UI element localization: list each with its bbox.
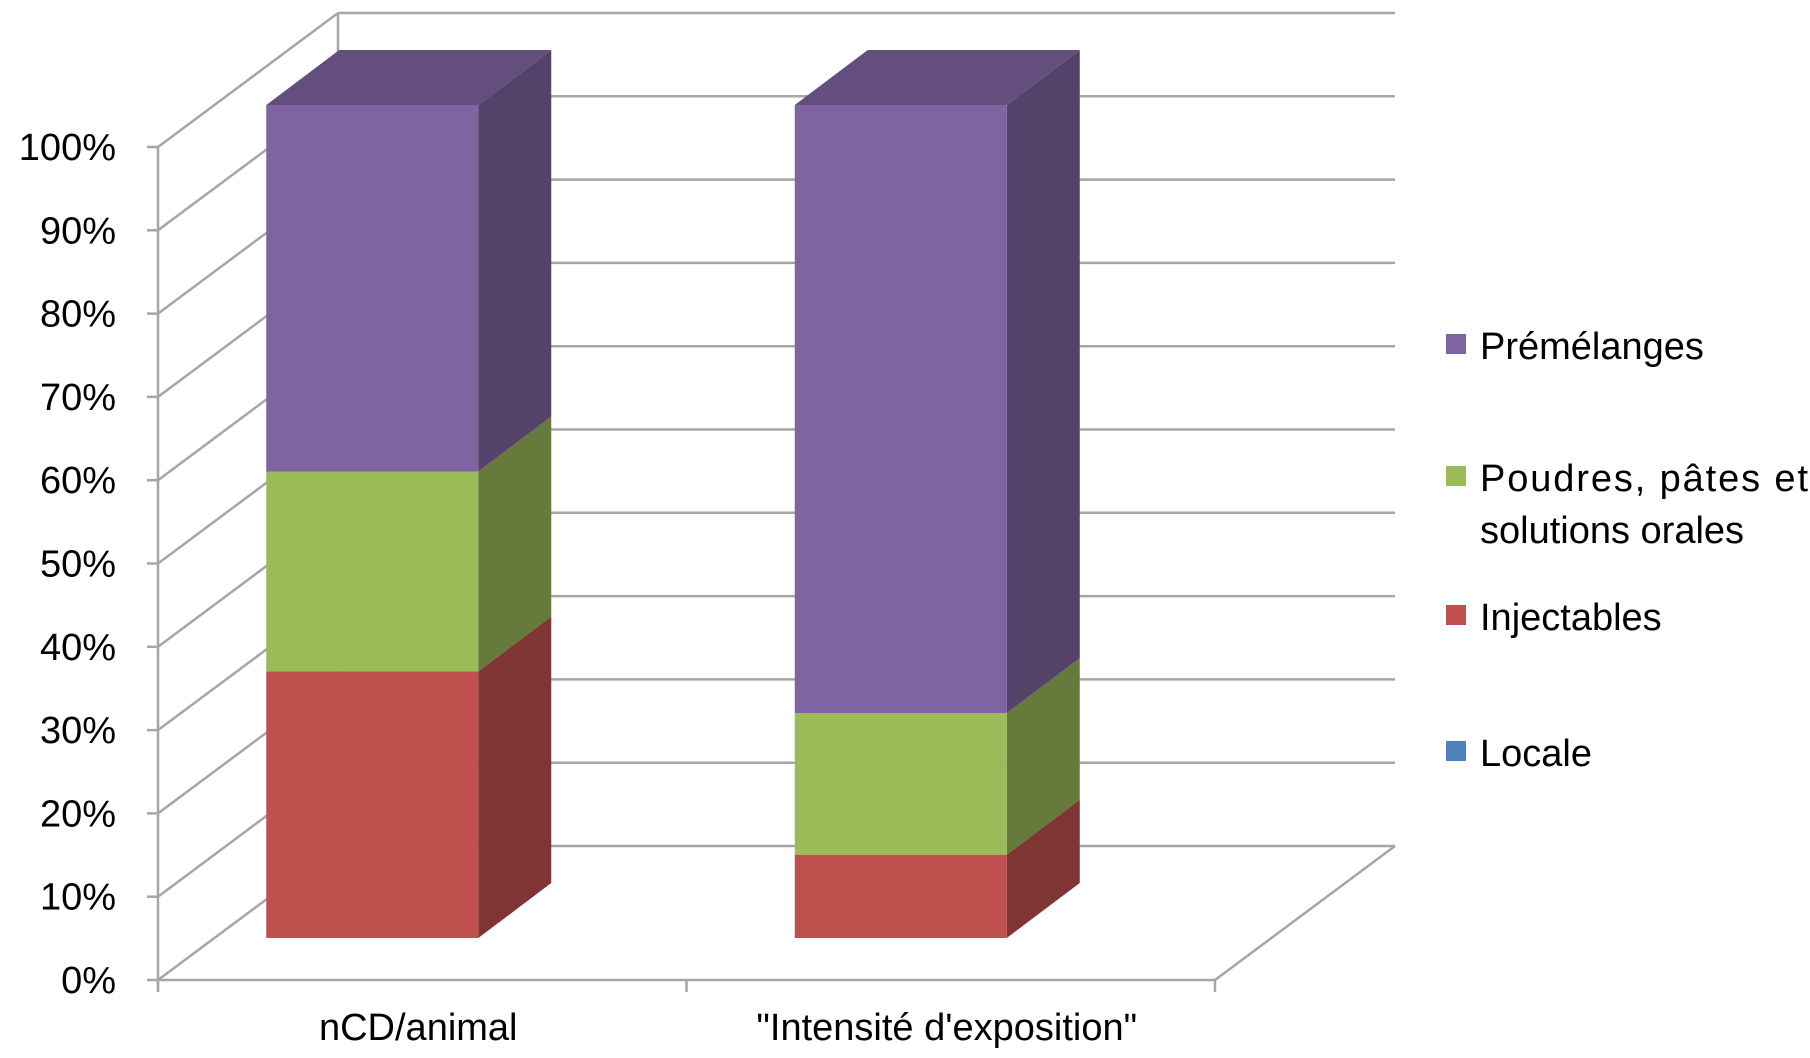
bar-segment-1-1: [794, 854, 1007, 938]
legend-label: solutions orales: [1480, 510, 1744, 552]
y-tick-label: 20%: [40, 793, 116, 835]
floor-right-edge: [1214, 844, 1396, 982]
legend-label: Locale: [1480, 733, 1592, 775]
legend: Prémélanges Poudres, pâtes et solutions or…: [1446, 326, 1808, 775]
bar-segment-1-3: [794, 105, 1007, 714]
bar-side-0-3: [478, 50, 552, 472]
y-tick-label: 30%: [40, 710, 116, 752]
x-category-label: nCD/animal: [319, 1007, 518, 1049]
bar-segment-0-2: [266, 471, 479, 672]
bar-top-1: [794, 50, 1080, 105]
y-tick-label: 70%: [40, 377, 116, 419]
legend-label: Prémélanges: [1480, 326, 1704, 368]
y-tick-label: 50%: [40, 544, 116, 586]
x-category-label: "Intensité d'exposition": [756, 1007, 1137, 1049]
bar-side-1-3: [1006, 50, 1080, 714]
y-tick-label: 80%: [40, 294, 116, 336]
bar-top-0: [266, 50, 552, 105]
legend-label: Injectables: [1480, 597, 1662, 639]
bars: [266, 50, 1080, 938]
y-tick-label: 60%: [40, 460, 116, 502]
legend-label: Poudres, pâtes et: [1480, 458, 1808, 500]
legend-swatch: [1446, 334, 1466, 354]
legend-swatch: [1446, 741, 1466, 761]
bar-segment-0-1: [266, 671, 479, 938]
y-axis: 0% 10% 20% 30% 40% 50% 60% 70% 80% 90% 100% nCD/ani…: [19, 127, 1217, 1049]
y-tick-label: 0%: [61, 960, 116, 1002]
gridline-side-10: [157, 11, 339, 149]
bar-side-0-2: [478, 416, 552, 672]
y-tick-label: 90%: [40, 210, 116, 252]
bar-side-1-1: [1006, 799, 1080, 938]
y-tick-label: 10%: [40, 877, 116, 919]
bar-segment-0-3: [266, 105, 479, 472]
bar-side-0-1: [478, 616, 552, 938]
bar-segment-1-2: [794, 713, 1007, 855]
legend-swatch: [1446, 466, 1466, 486]
y-tick-label: 40%: [40, 627, 116, 669]
legend-swatch: [1446, 605, 1466, 625]
bar-side-1-2: [1006, 658, 1080, 855]
y-tick-label: 100%: [19, 127, 116, 169]
